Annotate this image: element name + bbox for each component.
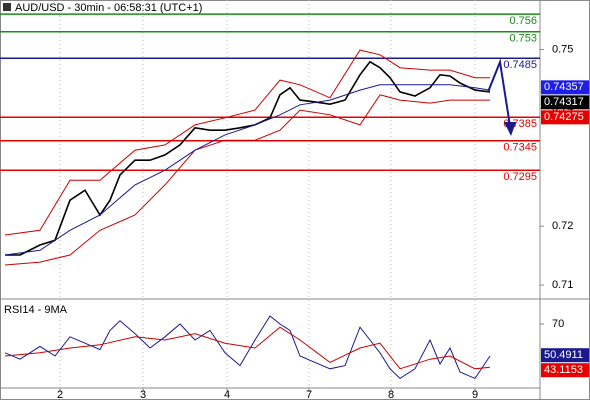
chart-title: AUD/USD - 30min - 06:58:31 (UTC+1)	[15, 2, 202, 14]
x-tick-label: 9	[472, 389, 478, 400]
x-tick-label: 4	[224, 389, 230, 400]
level-label: 0.7485	[503, 59, 537, 71]
price-label-box	[541, 95, 589, 110]
y-tick-label: 0.72	[552, 220, 573, 232]
forecast-arrow-head	[504, 122, 516, 136]
series-line	[4, 49, 490, 236]
price-label-box	[541, 363, 589, 378]
price-label: 50.4911	[544, 349, 583, 361]
level-label: 0.756	[509, 15, 537, 27]
level-label: 0.7295	[503, 171, 537, 183]
x-tick-label: 7	[306, 389, 312, 400]
series-line	[4, 326, 491, 370]
rsi-title: RSI14 - 9MA	[4, 304, 68, 316]
price-label-box	[541, 348, 589, 363]
y-tick-label: 0.75	[552, 43, 573, 55]
series-line	[4, 315, 491, 380]
price-label: 0.74357	[544, 81, 584, 93]
level-label: 0.753	[509, 33, 537, 45]
y-tick-label: 70	[552, 318, 564, 330]
x-tick-label: 8	[388, 389, 394, 400]
x-tick-label: 2	[57, 389, 63, 400]
y-tick-label: 0.71	[552, 279, 573, 291]
price-label: 0.74317	[544, 96, 584, 108]
series-line	[4, 84, 491, 256]
level-label: 0.7345	[503, 142, 537, 154]
forecast-arrow	[487, 58, 516, 136]
price-label: 0.74275	[544, 111, 584, 123]
price-label-box	[541, 110, 589, 125]
x-tick-label: 3	[140, 389, 146, 400]
price-label-box	[541, 80, 589, 95]
series-line	[4, 94, 490, 266]
forecast-arrow-line	[487, 58, 511, 127]
price-label: 43.1153	[544, 364, 583, 376]
header-icon	[3, 3, 11, 11]
